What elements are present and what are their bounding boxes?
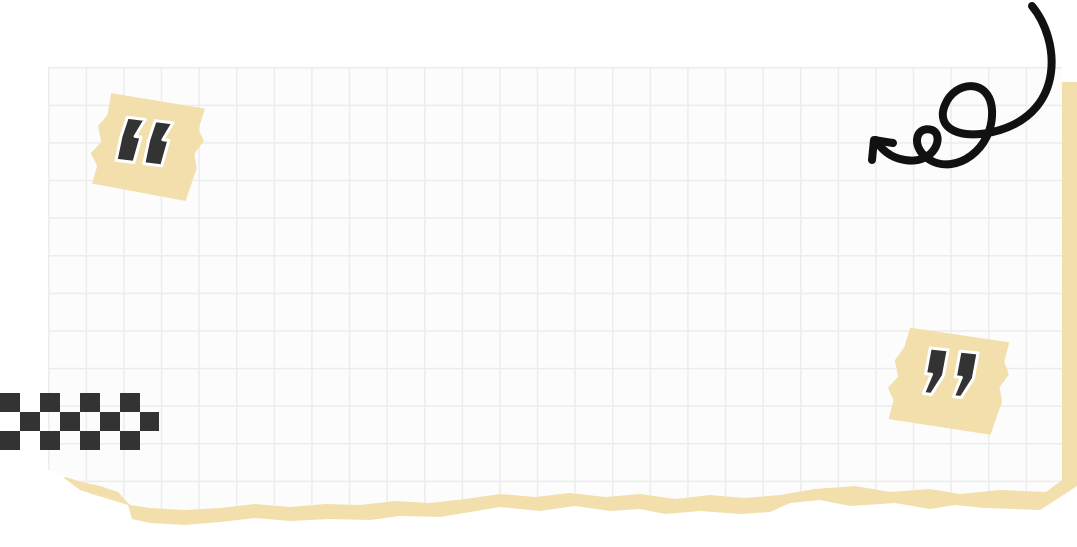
close-quote-icon (887, 327, 1010, 435)
curly-arrow-icon (868, 2, 1056, 169)
checkered-strip-icon (0, 393, 159, 450)
open-quote-icon (90, 93, 205, 201)
grid-paper (48, 67, 1062, 510)
quote-card-canvas (0, 2, 1077, 525)
